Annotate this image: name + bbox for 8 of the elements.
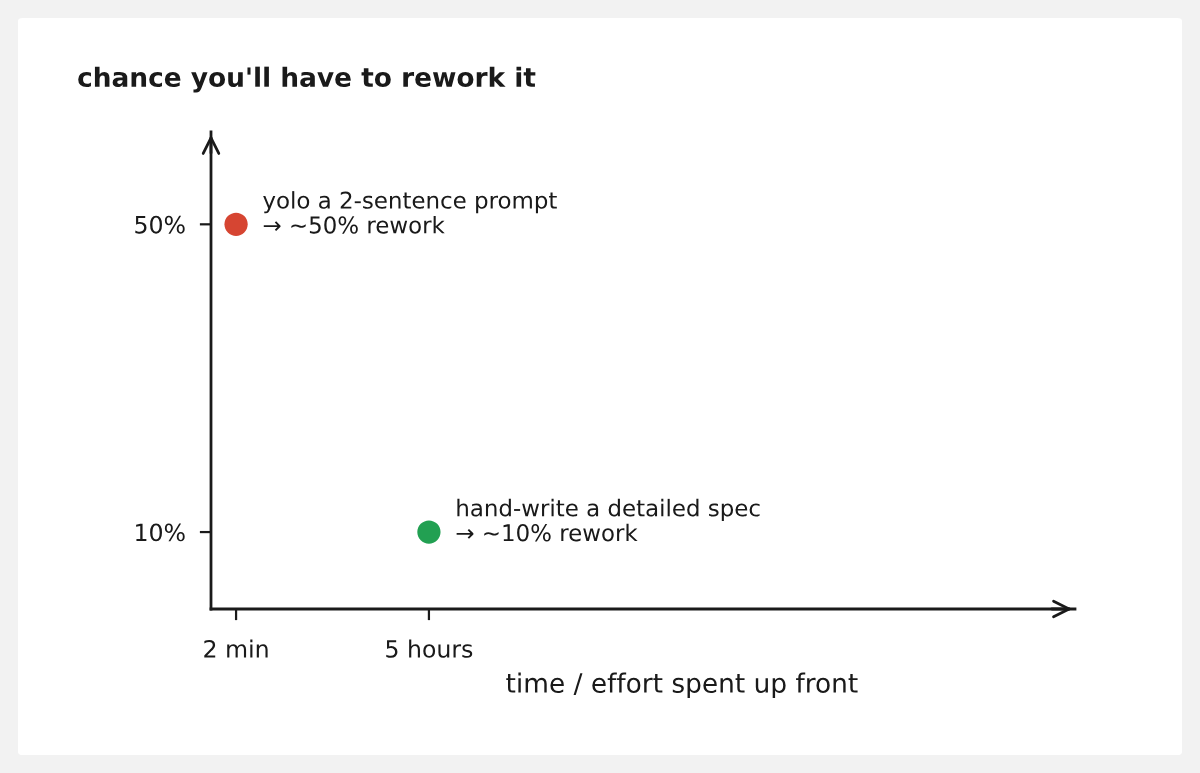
- annotation: yolo a 2-sentence prompt → ~50% rework: [263, 191, 557, 234]
- y-tick-label: 50%: [135, 215, 185, 234]
- x-tick-label: 5 hours: [386, 639, 473, 658]
- x-axis-title: time / effort spent up front: [506, 672, 858, 699]
- y-tick-label: 10%: [136, 523, 185, 542]
- x-tick-label: 2 min: [204, 639, 268, 658]
- annotation: hand-write a detailed spec → ~10% rework: [456, 498, 760, 542]
- y-axis-title: chance you'll have to rework it: [78, 66, 536, 93]
